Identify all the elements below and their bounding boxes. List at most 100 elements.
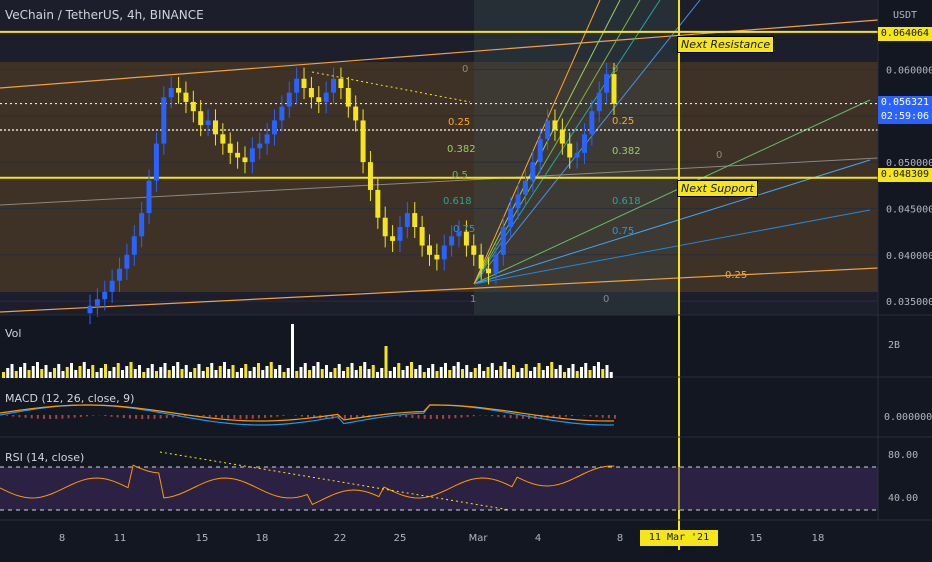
volume-bar	[134, 369, 137, 378]
volume-bar	[185, 365, 188, 378]
volume-bar	[389, 371, 392, 378]
macd-histogram-bar	[411, 415, 413, 418]
x-tick-label: 8	[59, 533, 65, 544]
macd-histogram-bar	[18, 415, 20, 417]
macd-histogram-bar	[104, 415, 106, 416]
candle-body	[235, 153, 240, 158]
candle-body	[228, 144, 233, 153]
macd-histogram-bar	[117, 415, 119, 417]
volume-bar	[419, 365, 422, 378]
macd-histogram-bar	[418, 415, 420, 418]
volume-bar	[487, 367, 490, 378]
candle-body	[612, 74, 617, 104]
candle-body	[279, 107, 284, 121]
candle-body	[397, 227, 402, 241]
y-tick-label: 0.040000	[886, 251, 932, 262]
volume-bar	[198, 364, 201, 378]
macd-histogram-bar	[92, 415, 94, 416]
macd-histogram-bar	[282, 415, 284, 416]
candle-body	[257, 144, 262, 149]
candle-body	[124, 255, 129, 269]
candle-body	[102, 292, 107, 299]
candle-body	[154, 144, 159, 181]
volume-bar	[40, 369, 43, 378]
candle-body	[169, 88, 174, 97]
volume-bar	[45, 365, 48, 378]
candle-body	[361, 120, 366, 162]
macd-histogram-bar	[55, 415, 57, 419]
volume-bar	[368, 369, 371, 378]
volume-bar	[278, 365, 281, 378]
volume-bar	[236, 372, 239, 378]
candle-body	[95, 299, 100, 305]
macd-histogram-bar	[86, 415, 88, 416]
volume-bar	[300, 367, 303, 378]
volume-bar	[193, 368, 196, 378]
volume-bar	[104, 364, 107, 378]
x-tick-label: 15	[196, 533, 209, 544]
macd-histogram-bar	[583, 415, 585, 416]
volume-bar	[206, 367, 209, 378]
candle-body	[427, 246, 432, 255]
x-tick-label: 8	[617, 533, 623, 544]
cursor-date-tag: 11 Mar '21 00:00	[640, 530, 718, 546]
next-resistance-note[interactable]: Next Resistance	[677, 36, 774, 53]
volume-bar	[559, 365, 562, 378]
volume-bar	[431, 364, 434, 378]
macd-histogram-bar	[166, 415, 168, 418]
volume-bar	[155, 371, 158, 378]
candle-body	[589, 111, 594, 134]
current-price-tag: 0.056321	[878, 96, 932, 110]
candle-body	[213, 120, 218, 134]
macd-histogram-bar	[448, 415, 450, 419]
candle-body	[147, 181, 152, 213]
candle-body	[117, 269, 122, 281]
chart-svg[interactable]: 0.0600000.0550000.0500000.0450000.040000…	[0, 0, 932, 550]
volume-bar	[495, 370, 498, 378]
volume-bar	[210, 363, 213, 378]
volume-bar	[321, 369, 324, 378]
countdown-tag: 02:59:06	[878, 110, 932, 124]
candle-body	[420, 227, 425, 246]
volume-bar	[100, 368, 103, 378]
macd-histogram-bar	[571, 415, 573, 416]
candle-body	[560, 130, 565, 144]
candle-body	[139, 213, 144, 236]
candle-body	[552, 120, 557, 129]
candle-body	[567, 144, 572, 158]
candle-body	[538, 139, 543, 162]
volume-bar	[130, 362, 133, 378]
macd-histogram-bar	[239, 415, 241, 419]
next-support-note[interactable]: Next Support	[677, 180, 758, 197]
volume-bar	[593, 366, 596, 378]
macd-histogram-bar	[430, 415, 432, 419]
volume-bar	[219, 366, 222, 378]
macd-histogram-bar	[141, 415, 143, 419]
volume-bar	[57, 364, 60, 378]
volume-bar	[287, 368, 290, 378]
volume-bar	[83, 362, 86, 378]
volume-bar	[402, 370, 405, 378]
volume-bar	[317, 362, 320, 378]
volume-bar	[108, 371, 111, 378]
volume-bar	[555, 369, 558, 378]
volume-bar	[274, 369, 277, 378]
macd-histogram-bar	[209, 415, 211, 417]
volume-bar	[393, 367, 396, 378]
volume-bar	[291, 324, 294, 378]
volume-bar	[168, 370, 171, 378]
macd-histogram-bar	[516, 415, 518, 419]
candle-body	[375, 190, 380, 218]
chart-stage[interactable]: 0.0600000.0550000.0500000.0450000.040000…	[0, 0, 932, 550]
volume-bar	[253, 367, 256, 378]
y-tick-label: 0.045000	[886, 204, 932, 215]
volume-bar	[406, 366, 409, 378]
volume-bar	[482, 371, 485, 378]
volume-bar	[529, 371, 532, 378]
macd-histogram-bar	[43, 415, 45, 419]
volume-bar	[295, 371, 298, 378]
volume-bar	[453, 366, 456, 378]
candle-body	[434, 255, 439, 260]
fib-level-label: 0.382	[612, 146, 641, 157]
volume-bar	[49, 372, 52, 378]
